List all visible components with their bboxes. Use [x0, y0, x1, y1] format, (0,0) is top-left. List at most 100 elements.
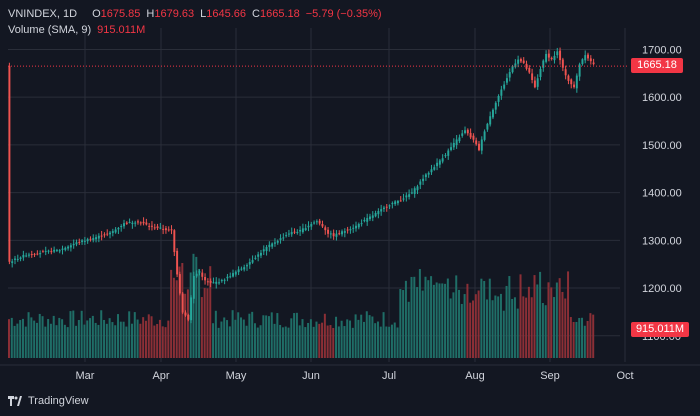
volume-bar: [416, 287, 419, 358]
low-value: L1645.66: [200, 8, 247, 20]
volume-bar: [30, 317, 33, 358]
volume-bar: [379, 326, 382, 358]
candle-body: [262, 249, 265, 252]
volume-bar: [8, 319, 10, 358]
candle-body: [380, 209, 383, 212]
candle-body: [525, 63, 528, 69]
volume-bar: [41, 316, 44, 358]
candle-body: [480, 139, 483, 151]
candle-body: [500, 89, 503, 96]
candle-body: [176, 250, 179, 275]
candle-body: [536, 78, 539, 87]
volume-bar: [536, 284, 539, 358]
candle-body: [19, 257, 22, 259]
candle-body: [237, 269, 240, 273]
volume-bar: [488, 278, 491, 358]
candle-body: [310, 223, 313, 227]
price-tick-label: 1700.00: [642, 44, 682, 56]
candle-body: [265, 247, 268, 252]
candle-body: [327, 229, 330, 234]
price-tick-label: 1500.00: [642, 140, 682, 152]
volume-bar: [441, 283, 444, 358]
volume-bar: [267, 316, 270, 358]
volume-bar: [242, 319, 245, 358]
volume-bar: [485, 299, 488, 358]
candle-body: [483, 131, 486, 140]
candle-body: [321, 223, 324, 227]
tradingview-footer[interactable]: TradingView: [8, 395, 89, 407]
volume-bar: [158, 319, 161, 358]
candle-body: [58, 250, 61, 252]
candle-body: [248, 261, 251, 265]
time-tick-label: Jun: [302, 370, 320, 382]
volume-bar: [315, 321, 318, 358]
candle-body: [81, 240, 84, 243]
candle-body: [86, 239, 89, 242]
volume-row: Volume (SMA, 9) 915.011M: [8, 22, 382, 38]
volume-bar: [52, 315, 55, 358]
candle-body: [276, 240, 279, 243]
candle-body: [497, 95, 500, 102]
price-tick-label: 1400.00: [642, 188, 682, 200]
volume-bar: [217, 327, 220, 358]
volume-bar: [170, 269, 173, 358]
volume-bar: [343, 326, 346, 358]
change-value: −5.79 (−0.35%): [305, 8, 382, 20]
candle-body: [128, 221, 131, 223]
volume-bar: [139, 323, 142, 358]
candle-body: [441, 158, 444, 162]
candle-body: [402, 198, 405, 200]
candle-body: [299, 229, 302, 232]
volume-bar: [469, 302, 472, 358]
candle-body: [25, 255, 28, 257]
volume-bar: [130, 323, 133, 358]
volume-bar: [483, 280, 486, 358]
volume-bar: [547, 282, 550, 358]
candle-body: [505, 78, 508, 83]
volume-bar: [301, 319, 304, 358]
volume-bar: [108, 318, 111, 358]
volume-bar: [399, 289, 402, 358]
volume-bar: [144, 320, 147, 358]
candle-body: [137, 221, 139, 223]
candle-body: [259, 252, 262, 256]
candle-body: [218, 282, 221, 284]
volume-bar: [281, 327, 284, 358]
volume-bar: [19, 320, 22, 358]
candle-body: [123, 223, 125, 227]
volume-bar: [270, 312, 273, 358]
candle-body: [385, 206, 388, 208]
candle-body: [246, 265, 248, 267]
candle-body: [410, 192, 413, 194]
candle-body: [243, 267, 246, 270]
volume-bar: [446, 278, 449, 358]
volume-bar: [290, 318, 293, 358]
volume-bar: [421, 290, 424, 358]
volume-bar: [153, 325, 156, 358]
volume-bar: [393, 322, 396, 358]
candle-body: [33, 253, 36, 255]
volume-bar: [449, 298, 452, 358]
volume-bar: [427, 280, 430, 358]
candle-body: [173, 230, 176, 253]
volume-bar: [346, 319, 349, 358]
candle-body: [139, 222, 142, 224]
volume-bar: [200, 297, 203, 358]
volume-bar: [527, 286, 530, 358]
volume-bar: [273, 323, 276, 358]
candle-body: [53, 249, 56, 252]
volume-bar: [519, 274, 522, 358]
candle-body: [315, 221, 318, 223]
volume-bar: [480, 278, 483, 358]
tradingview-brand: TradingView: [28, 395, 89, 407]
volume-bar: [432, 284, 435, 358]
volume-bar: [203, 287, 206, 358]
candle-body: [22, 254, 25, 258]
volume-bar: [516, 308, 519, 358]
time-tick-label: Jul: [382, 370, 396, 382]
candle-body: [69, 245, 72, 248]
volume-bar: [376, 321, 379, 358]
volume-bar: [44, 326, 47, 358]
